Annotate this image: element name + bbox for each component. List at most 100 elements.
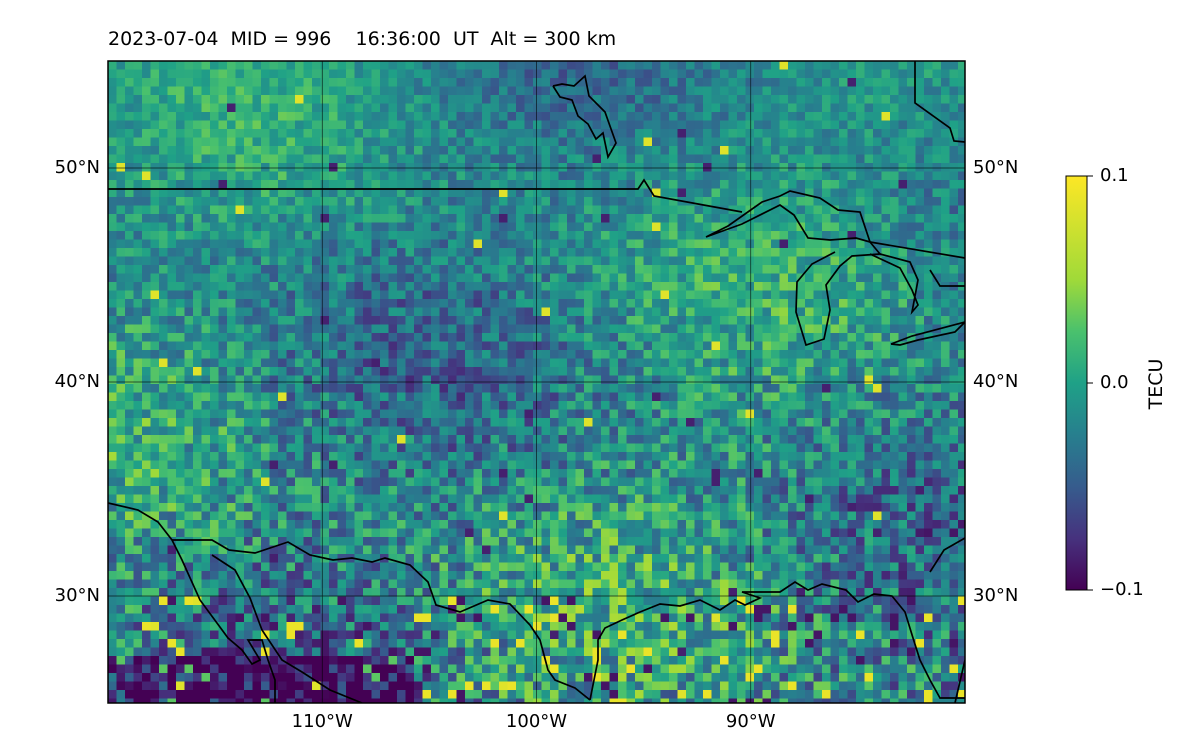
heatmap-cell bbox=[261, 367, 271, 377]
heatmap-cell bbox=[533, 222, 543, 232]
heatmap-cell bbox=[669, 367, 679, 377]
heatmap-cell bbox=[652, 460, 662, 470]
heatmap-cell bbox=[201, 214, 211, 224]
heatmap-cell bbox=[711, 78, 721, 88]
heatmap-cell bbox=[924, 341, 934, 351]
heatmap-cell bbox=[244, 477, 254, 487]
heatmap-cell bbox=[575, 367, 585, 377]
heatmap-cell bbox=[915, 350, 925, 360]
heatmap-cell bbox=[465, 120, 475, 130]
heatmap-cell bbox=[703, 146, 713, 156]
heatmap-cell bbox=[660, 409, 670, 419]
heatmap-cell bbox=[499, 452, 509, 462]
heatmap-cell bbox=[116, 384, 126, 394]
heatmap-cell bbox=[584, 78, 594, 88]
heatmap-cell bbox=[184, 78, 194, 88]
heatmap-cell bbox=[465, 443, 475, 453]
heatmap-cell bbox=[150, 137, 160, 147]
heatmap-cell bbox=[805, 426, 815, 436]
heatmap-cell bbox=[414, 154, 424, 164]
heatmap-cell bbox=[677, 171, 687, 181]
heatmap-cell bbox=[830, 222, 840, 232]
heatmap-cell bbox=[813, 265, 823, 275]
heatmap-cell bbox=[890, 103, 900, 113]
heatmap-cell bbox=[261, 273, 271, 283]
heatmap-cell bbox=[397, 78, 407, 88]
heatmap-cell bbox=[431, 197, 441, 207]
heatmap-cell bbox=[643, 460, 653, 470]
heatmap-cell bbox=[830, 392, 840, 402]
heatmap-cell bbox=[796, 375, 806, 385]
heatmap-cell bbox=[159, 477, 169, 487]
heatmap-cell bbox=[873, 452, 883, 462]
heatmap-cell bbox=[116, 61, 126, 71]
heatmap-cell bbox=[839, 367, 849, 377]
heatmap-cell bbox=[694, 452, 704, 462]
heatmap-cell bbox=[210, 222, 220, 232]
heatmap-cell bbox=[949, 61, 959, 71]
heatmap-cell bbox=[805, 86, 815, 96]
heatmap-cell bbox=[176, 86, 186, 96]
heatmap-cell bbox=[218, 426, 228, 436]
heatmap-cell bbox=[244, 69, 254, 79]
heatmap-cell bbox=[227, 188, 237, 198]
heatmap-cell bbox=[261, 409, 271, 419]
heatmap-cell bbox=[329, 137, 339, 147]
heatmap-cell bbox=[150, 350, 160, 360]
heatmap-cell bbox=[465, 112, 475, 122]
heatmap-cell bbox=[677, 324, 687, 334]
heatmap-cell bbox=[575, 222, 585, 232]
heatmap-cell bbox=[847, 69, 857, 79]
heatmap-cell bbox=[626, 197, 636, 207]
heatmap-cell bbox=[354, 256, 364, 266]
heatmap-cell bbox=[482, 401, 492, 411]
heatmap-cell bbox=[805, 205, 815, 215]
heatmap-cell bbox=[346, 409, 356, 419]
heatmap-cell bbox=[371, 163, 381, 173]
heatmap-cell bbox=[830, 137, 840, 147]
heatmap-cell bbox=[881, 197, 891, 207]
heatmap-cell bbox=[371, 341, 381, 351]
heatmap-cell bbox=[677, 146, 687, 156]
heatmap-cell bbox=[907, 129, 917, 139]
heatmap-cell bbox=[575, 418, 585, 428]
heatmap-cell bbox=[584, 358, 594, 368]
heatmap-cell bbox=[788, 299, 798, 309]
heatmap-cell bbox=[779, 129, 789, 139]
heatmap-cell bbox=[405, 367, 415, 377]
heatmap-cell bbox=[541, 188, 551, 198]
heatmap-cell bbox=[533, 443, 543, 453]
heatmap-cell bbox=[847, 154, 857, 164]
heatmap-cell bbox=[431, 103, 441, 113]
heatmap-cell bbox=[762, 290, 772, 300]
heatmap-cell bbox=[550, 112, 560, 122]
heatmap-cell bbox=[218, 477, 228, 487]
heatmap-cell bbox=[626, 307, 636, 317]
heatmap-cell bbox=[609, 256, 619, 266]
heatmap-cell bbox=[745, 231, 755, 241]
heatmap-cell bbox=[601, 341, 611, 351]
heatmap-cell bbox=[694, 265, 704, 275]
heatmap-cell bbox=[822, 239, 832, 249]
heatmap-cell bbox=[235, 248, 245, 258]
heatmap-cell bbox=[176, 307, 186, 317]
heatmap-cell bbox=[788, 435, 798, 445]
heatmap-cell bbox=[779, 333, 789, 343]
heatmap-cell bbox=[227, 78, 237, 88]
heatmap-cell bbox=[822, 61, 832, 71]
heatmap-cell bbox=[635, 248, 645, 258]
heatmap-cell bbox=[660, 171, 670, 181]
heatmap-cell bbox=[210, 418, 220, 428]
heatmap-cell bbox=[499, 358, 509, 368]
heatmap-cell bbox=[890, 384, 900, 394]
heatmap-cell bbox=[958, 307, 965, 317]
heatmap-cell bbox=[201, 112, 211, 122]
heatmap-cell bbox=[677, 460, 687, 470]
heatmap-cell bbox=[448, 214, 458, 224]
heatmap-cell bbox=[609, 375, 619, 385]
heatmap-cell bbox=[125, 180, 135, 190]
heatmap-cell bbox=[465, 350, 475, 360]
heatmap-cell bbox=[473, 137, 483, 147]
heatmap-cell bbox=[643, 375, 653, 385]
heatmap-cell bbox=[643, 231, 653, 241]
